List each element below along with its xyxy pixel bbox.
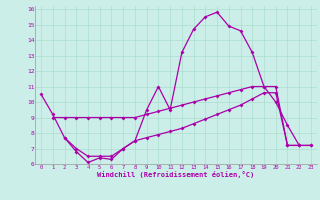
X-axis label: Windchill (Refroidissement éolien,°C): Windchill (Refroidissement éolien,°C) (97, 171, 255, 178)
